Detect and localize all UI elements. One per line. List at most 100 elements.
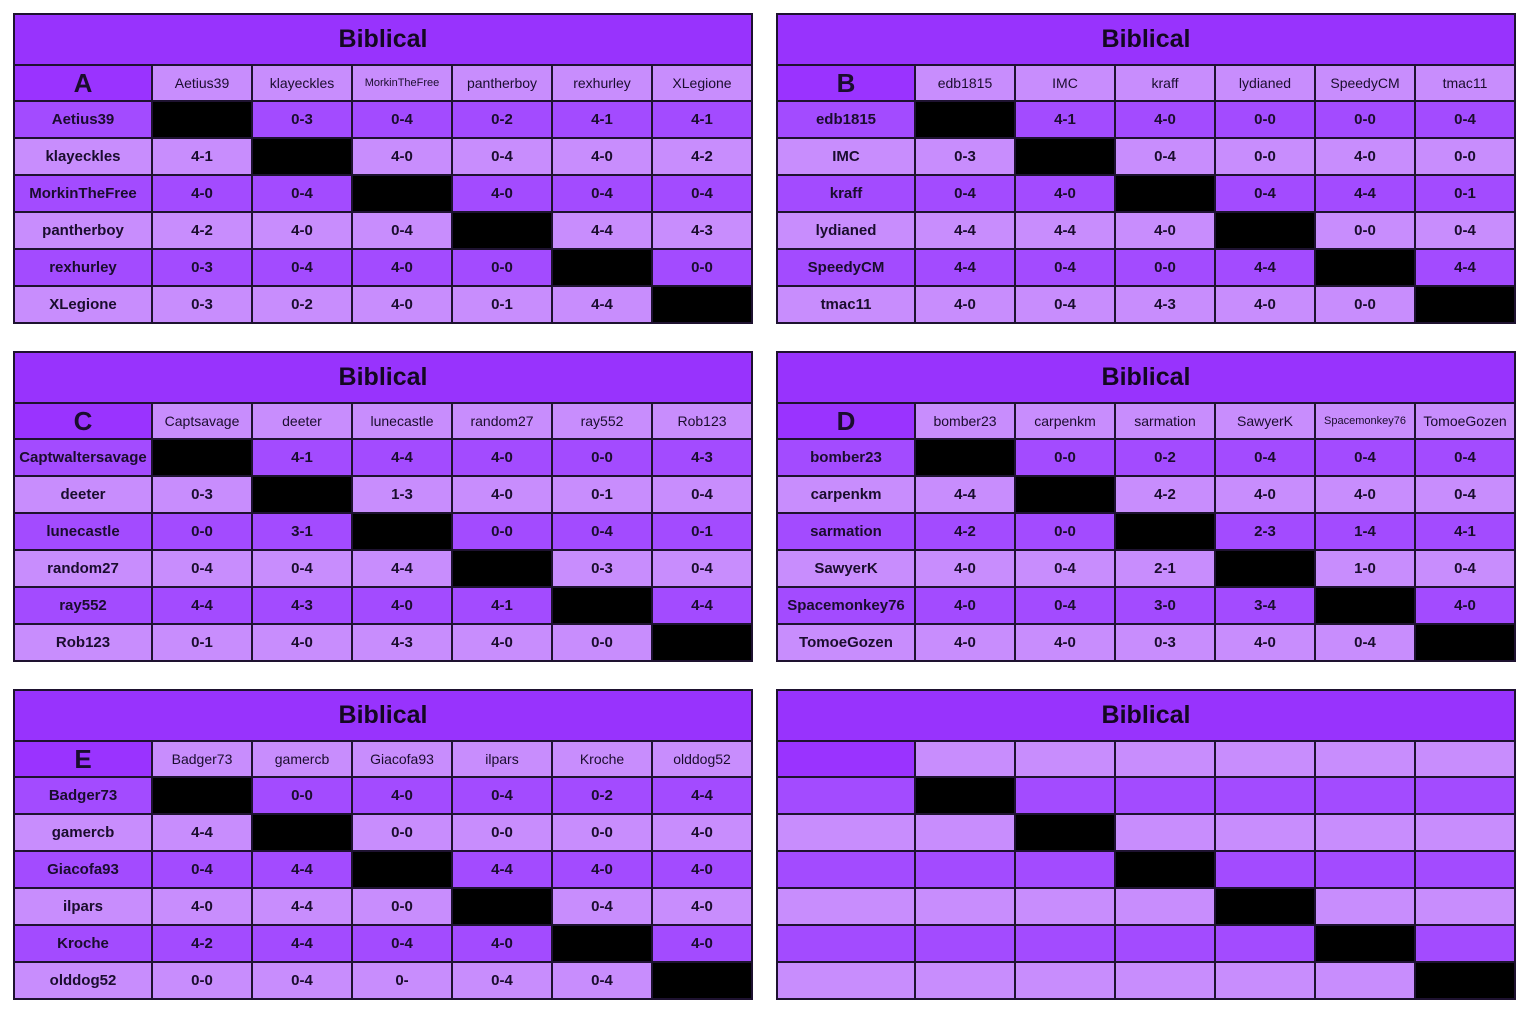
score-cell: 0-0 [1214,137,1316,176]
score-cell: 0-4 [1114,137,1216,176]
score-cell: 4-0 [1413,586,1517,625]
self-match-cell [650,285,754,324]
score-cell: 0-4 [650,174,754,213]
row-player-name: Kroche [13,924,153,963]
self-match-cell [1413,623,1517,662]
score-cell [1413,887,1517,926]
score-cell [914,924,1016,963]
self-match-cell [351,512,453,551]
score-cell: 0-0 [151,512,253,551]
column-header-player [1014,740,1116,778]
group-title: Biblical [775,351,1517,404]
score-cell: 4-4 [151,813,253,852]
score-cell: 0-1 [650,512,754,551]
self-match-cell [1413,285,1517,324]
self-match-cell [451,549,553,588]
score-cell: 4-0 [351,285,453,324]
score-cell: 4-0 [351,248,453,287]
row-player-name: kraff [776,174,916,213]
score-cell: 4-4 [551,211,653,250]
self-match-cell [1314,924,1416,963]
score-cell: 4-4 [914,475,1016,514]
score-cell [1413,850,1517,889]
table-row: gamercb 4-4 0-0 0-0 0-0 4-0 [13,813,754,852]
column-header-player: Aetius39 [151,64,253,102]
score-cell [1214,924,1316,963]
column-header-player: XLegione [650,64,754,102]
score-cell: 0-4 [1413,100,1517,139]
score-cell [1114,813,1216,852]
column-header-player: olddog52 [650,740,754,778]
score-cell: 0-0 [1214,100,1316,139]
score-cell: 0-2 [451,100,553,139]
score-cell: 4-0 [351,586,453,625]
table-row: tmac11 4-0 0-4 4-3 4-0 0-0 [776,285,1517,324]
score-cell: 4-0 [551,850,653,889]
row-player-name: ilpars [13,887,153,926]
self-match-cell [251,137,353,176]
score-cell: 0- [351,961,453,1000]
self-match-cell [1014,137,1116,176]
score-cell: 0-4 [1314,623,1416,662]
score-cell: 1-4 [1314,512,1416,551]
self-match-cell [1114,512,1216,551]
self-match-cell [1413,961,1517,1000]
score-cell: 4-0 [451,623,553,662]
score-cell: 4-1 [650,100,754,139]
self-match-cell [1214,887,1316,926]
score-cell: 0-0 [1314,285,1416,324]
score-cell: 4-1 [1014,100,1116,139]
score-cell: 4-4 [1214,248,1316,287]
score-cell: 0-0 [650,248,754,287]
score-cell [1114,961,1216,1000]
self-match-cell [1014,475,1116,514]
score-cell: 3-0 [1114,586,1216,625]
table-row: deeter 0-3 1-3 4-0 0-1 0-4 [13,475,754,514]
table-row: klayeckles 4-1 4-0 0-4 4-0 4-2 [13,137,754,176]
row-player-name: rexhurley [13,248,153,287]
score-cell [1214,776,1316,815]
row-player-name: TomoeGozen [776,623,916,662]
score-cell: 0-4 [251,549,353,588]
self-match-cell [914,100,1016,139]
score-cell: 0-4 [650,475,754,514]
score-cell: 0-3 [551,549,653,588]
score-cell [914,887,1016,926]
table-row: olddog52 0-0 0-4 0- 0-4 0-4 [13,961,754,1000]
column-header-player: carpenkm [1014,402,1116,440]
score-cell: 0-3 [151,248,253,287]
row-player-name: tmac11 [776,285,916,324]
score-cell: 0-3 [251,100,353,139]
score-cell: 4-4 [251,924,353,963]
table-row: Kroche 4-2 4-4 0-4 4-0 4-0 [13,924,754,963]
group-title: Biblical [12,689,754,742]
row-player-name: IMC [776,137,916,176]
score-cell: 4-3 [1114,285,1216,324]
score-cell: 4-4 [650,586,754,625]
row-player-name: SpeedyCM [776,248,916,287]
column-header-player: IMC [1014,64,1116,102]
column-header-player: pantherboy [451,64,553,102]
column-header-player: kraff [1114,64,1216,102]
score-cell [1214,850,1316,889]
self-match-cell [551,586,653,625]
column-header-player: deeter [251,402,353,440]
score-cell: 3-4 [1214,586,1316,625]
score-cell: 0-4 [451,961,553,1000]
score-cell: 4-3 [351,623,453,662]
score-cell: 4-4 [551,285,653,324]
score-cell: 4-0 [650,813,754,852]
score-cell: 4-0 [251,623,353,662]
score-cell [914,813,1016,852]
score-cell: 4-2 [151,924,253,963]
group-label: A [13,64,153,102]
row-player-name: Badger73 [13,776,153,815]
column-header-player: edb1815 [914,64,1016,102]
table-row: SpeedyCM 4-4 0-4 0-0 4-4 4-4 [776,248,1517,287]
score-cell: 0-4 [551,961,653,1000]
self-match-cell [451,887,553,926]
table-row: Aetius39 0-3 0-4 0-2 4-1 4-1 [13,100,754,139]
column-header-player: tmac11 [1413,64,1517,102]
score-cell [914,961,1016,1000]
score-cell: 0-0 [551,623,653,662]
